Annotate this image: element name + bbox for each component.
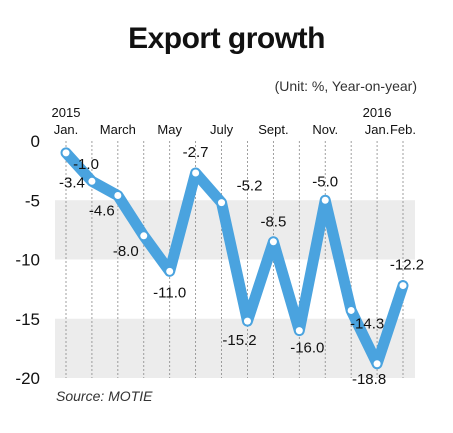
series-line [60,147,409,370]
data-point [140,232,148,240]
x-tick-label: 2016 [363,105,392,120]
y-tick-label: -20 [15,369,40,388]
x-tick-label: Feb. [390,122,416,137]
data-point [321,196,329,204]
y-tick-label: -15 [15,310,40,329]
data-point [114,192,122,200]
x-tick-label: May [157,122,182,137]
data-point [192,169,200,177]
chart-unit-note: (Unit: %, Year-on-year) [274,78,417,94]
x-tick-label: March [100,122,136,137]
data-label: -8.5 [260,214,286,231]
y-tick-label: 0 [31,132,40,151]
data-label: -14.3 [350,315,384,332]
data-label: -5.0 [312,173,338,190]
data-label: -15.2 [222,332,256,349]
x-tick-label: Jan. [54,122,79,137]
data-label: -18.8 [352,371,386,388]
x-tick-label: Nov. [312,122,338,137]
data-label: -3.4 [59,174,85,191]
data-point [399,282,407,290]
data-point [373,360,381,368]
data-point [62,149,70,157]
x-tick-label: 2015 [52,105,81,120]
x-tick-label: July [210,122,234,137]
data-label: -11.0 [153,284,186,301]
data-point [88,177,96,185]
data-point [166,267,174,275]
data-label: -2.7 [183,144,209,161]
y-tick-label: -5 [25,191,40,210]
chart-source: Source: MOTIE [56,388,153,404]
data-label: -1.0 [73,156,99,173]
data-label: -16.0 [290,340,324,357]
data-label: -4.6 [89,203,115,220]
data-point [218,199,226,207]
data-label: -12.2 [390,257,424,274]
data-point [269,238,277,246]
data-point [295,327,303,335]
x-tick-label: Jan. [365,122,390,137]
data-label: -8.0 [113,243,139,260]
x-tick-label: Sept. [258,122,288,137]
data-point [243,317,251,325]
data-label: -5.2 [237,178,263,195]
chart-title: Export growth [128,22,325,55]
y-tick-label: -10 [15,251,40,270]
data-point [347,306,355,314]
